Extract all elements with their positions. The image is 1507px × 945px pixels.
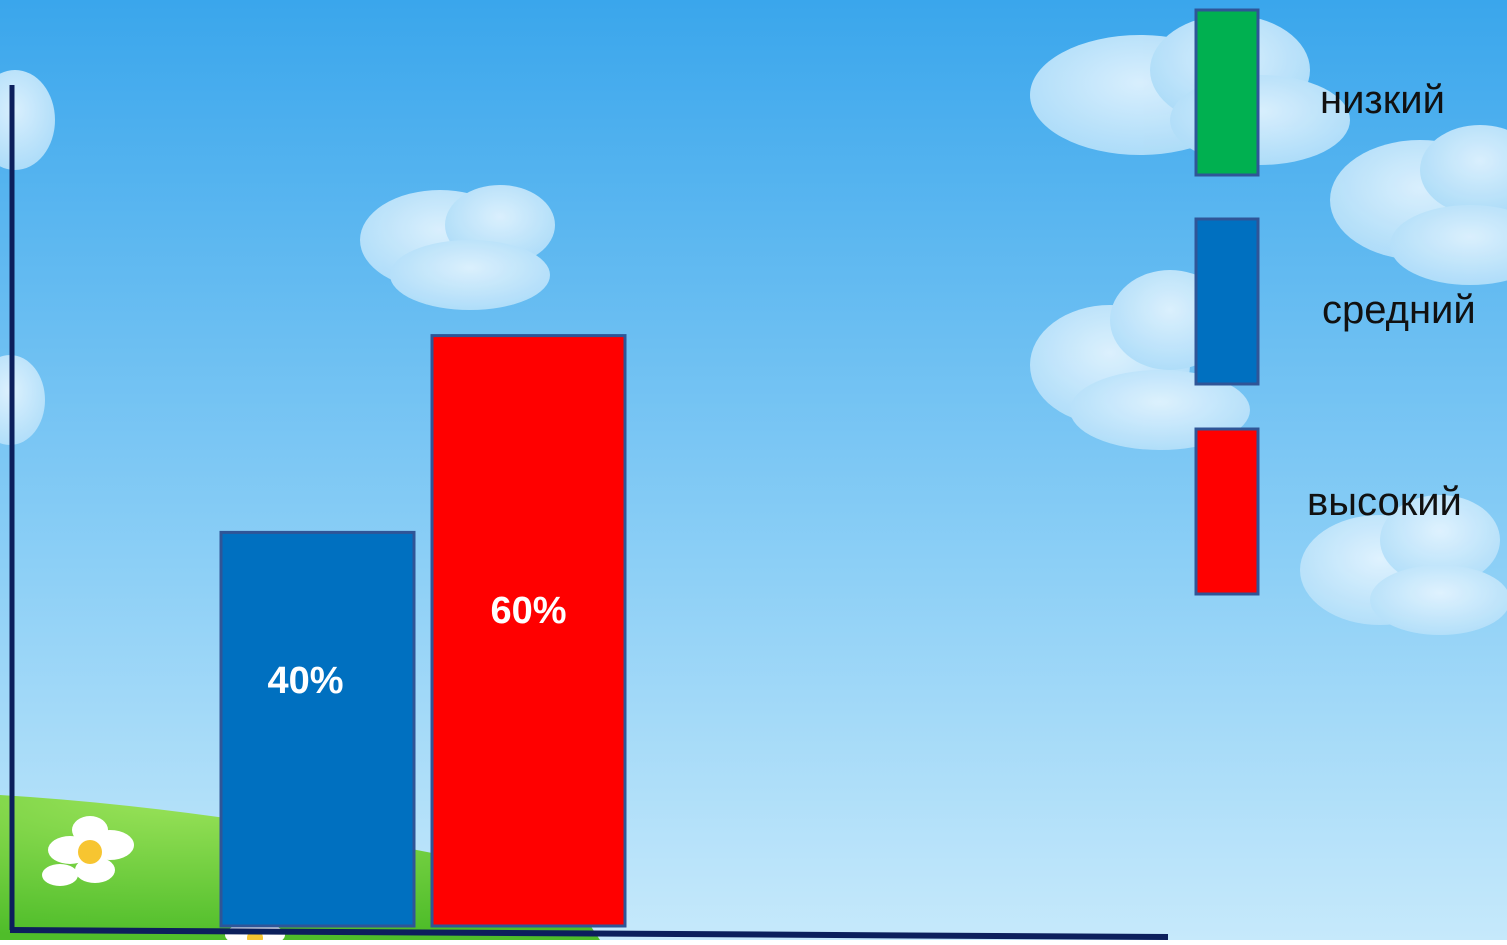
data-label: 60%: [490, 590, 566, 632]
legend-label: высокий: [1307, 480, 1462, 525]
bar-средний: [221, 532, 414, 926]
legend-swatch: [1196, 10, 1258, 175]
data-label: 40%: [267, 660, 343, 702]
legend-label: низкий: [1320, 78, 1445, 123]
legend-swatch: [1196, 429, 1258, 594]
legend-label: средний: [1322, 288, 1476, 333]
legend-swatch: [1196, 219, 1258, 384]
